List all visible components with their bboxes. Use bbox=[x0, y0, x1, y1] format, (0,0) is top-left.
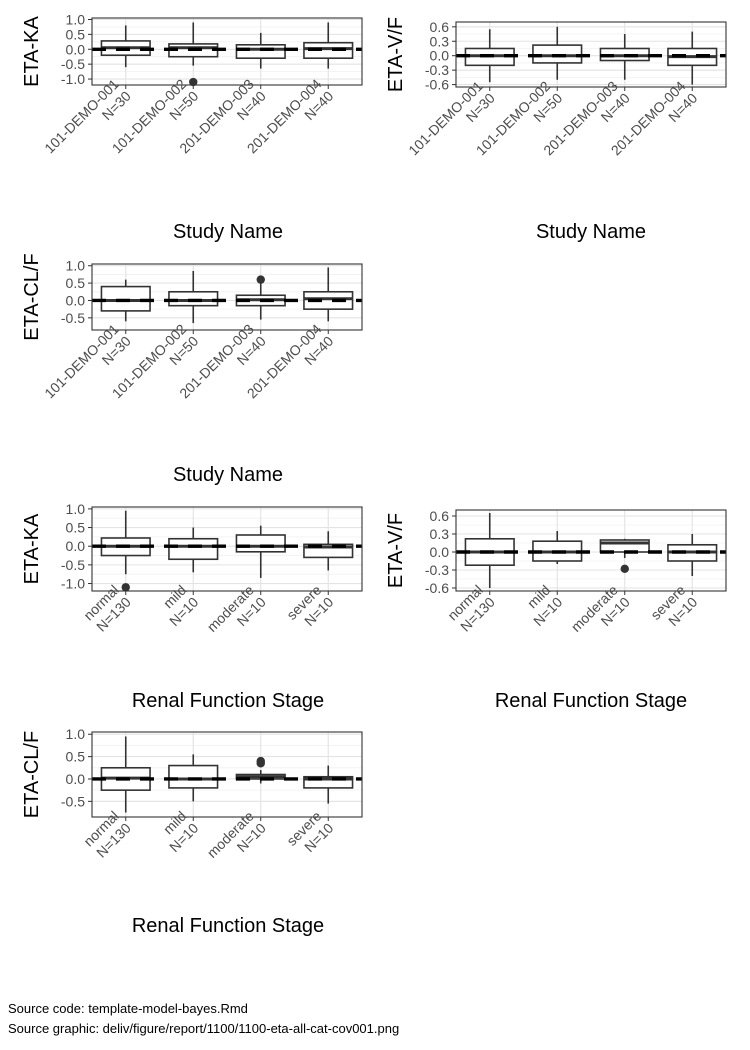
x-axis-title: Renal Function Stage bbox=[132, 915, 324, 937]
panel-border bbox=[455, 21, 727, 88]
box-iqr bbox=[303, 775, 354, 789]
y-axis-title: ETA-KA bbox=[21, 513, 43, 584]
y-tick-label: 1.0 bbox=[66, 726, 86, 742]
y-axis-title: ETA-CL/F bbox=[21, 731, 43, 818]
box-3 bbox=[599, 538, 650, 573]
source-code-caption: Source code: template-model-bayes.Rmd bbox=[8, 1001, 248, 1016]
y-tick-label: 1.0 bbox=[66, 501, 86, 517]
y-tick-label: 0.0 bbox=[430, 544, 450, 560]
x-axis-title: Renal Function Stage bbox=[132, 690, 324, 712]
x-axis-title: Study Name bbox=[173, 221, 283, 243]
y-tick-label: -0.5 bbox=[61, 56, 85, 72]
outlier-point bbox=[620, 564, 629, 573]
outlier-point bbox=[189, 77, 198, 87]
panel-border bbox=[455, 509, 727, 592]
box-iqr bbox=[303, 290, 354, 310]
box-1 bbox=[100, 279, 151, 322]
y-tick-label: -0.3 bbox=[425, 562, 449, 578]
source-graphic-caption: Source graphic: deliv/figure/report/1100… bbox=[8, 1021, 400, 1036]
y-axis-title: ETA-V/F bbox=[385, 17, 407, 92]
y-tick-label: -1.0 bbox=[61, 71, 85, 87]
y-tick-label: -0.3 bbox=[425, 62, 449, 78]
y-tick-label: 0.6 bbox=[430, 508, 450, 524]
y-axis-title: ETA-CL/F bbox=[21, 253, 43, 340]
y-tick-label: 1.0 bbox=[66, 11, 86, 27]
y-tick-label: 1.0 bbox=[66, 258, 86, 274]
y-tick-label: -0.5 bbox=[61, 310, 85, 326]
box-iqr bbox=[303, 41, 354, 60]
panel-1: 1.00.50.0-0.5-1.0101-DEMO-001N=30101-DEM… bbox=[21, 11, 363, 243]
panel-border bbox=[91, 17, 363, 86]
y-tick-label: -0.5 bbox=[61, 793, 85, 809]
outlier-point bbox=[121, 583, 130, 592]
y-tick-label: -0.6 bbox=[425, 77, 449, 93]
y-tick-label: -1.0 bbox=[61, 576, 85, 592]
y-tick-label: 0.5 bbox=[66, 749, 86, 765]
y-tick-label: 0.5 bbox=[66, 26, 86, 42]
panel-border bbox=[91, 263, 363, 331]
box-iqr bbox=[168, 290, 219, 307]
panel-border bbox=[91, 506, 363, 592]
box-4 bbox=[303, 267, 354, 322]
y-tick-label: 0.0 bbox=[66, 771, 86, 787]
y-tick-label: 0.0 bbox=[430, 48, 450, 64]
y-tick-label: 0.6 bbox=[430, 19, 450, 35]
panel-2: 0.60.30.0-0.3-0.6101-DEMO-001N=30101-DEM… bbox=[385, 17, 727, 243]
box-iqr bbox=[100, 285, 151, 312]
box-3 bbox=[235, 756, 286, 784]
box-iqr bbox=[235, 534, 286, 553]
x-axis-title: Study Name bbox=[173, 464, 283, 486]
box-iqr bbox=[168, 537, 219, 561]
y-tick-label: 0.5 bbox=[66, 520, 86, 536]
y-tick-label: 0.3 bbox=[430, 526, 450, 542]
x-axis-title: Study Name bbox=[536, 221, 646, 243]
y-tick-label: 0.0 bbox=[66, 41, 86, 57]
box-iqr bbox=[235, 43, 286, 59]
box-iqr bbox=[168, 764, 219, 789]
y-axis-title: ETA-V/F bbox=[385, 513, 407, 588]
y-tick-label: 0.3 bbox=[430, 33, 450, 49]
y-tick-label: -0.5 bbox=[61, 557, 85, 573]
y-tick-label: 0.0 bbox=[66, 538, 86, 554]
y-tick-label: 0.5 bbox=[66, 275, 86, 291]
outlier-point bbox=[256, 756, 265, 766]
panel-3: 1.00.50.0-0.5101-DEMO-001N=30101-DEMO-00… bbox=[21, 253, 363, 486]
y-tick-label: -0.6 bbox=[425, 580, 449, 596]
x-axis-title: Renal Function Stage bbox=[495, 690, 687, 712]
panel-border bbox=[91, 731, 363, 818]
y-axis-title: ETA-KA bbox=[21, 15, 43, 86]
outlier-point bbox=[256, 275, 265, 284]
box-4 bbox=[667, 534, 718, 576]
y-tick-label: 0.0 bbox=[66, 292, 86, 308]
